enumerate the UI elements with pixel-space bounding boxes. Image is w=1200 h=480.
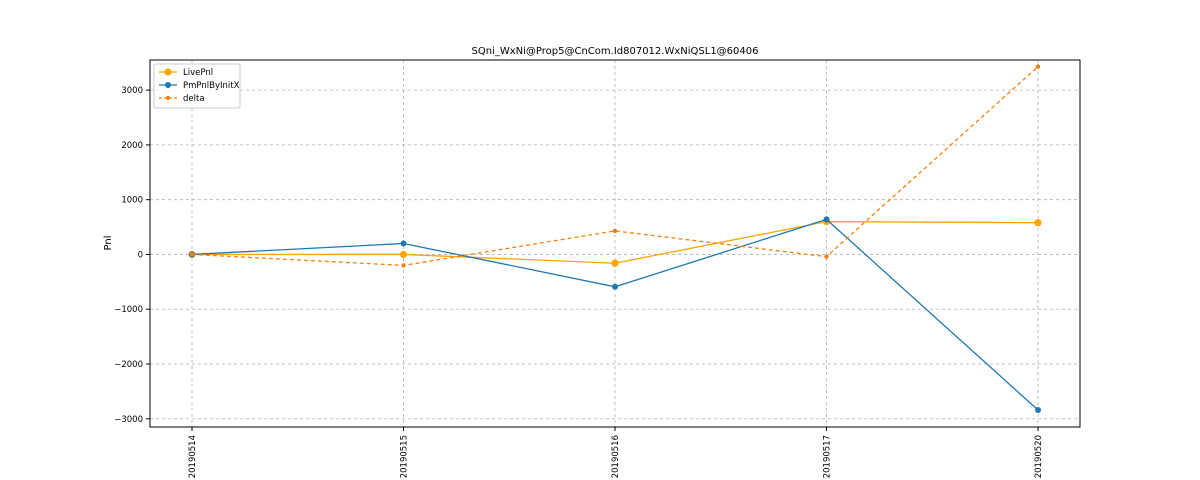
legend-box (153, 63, 241, 109)
axes: −3000 −2000 −1000 0 1000 2000 3000 20190514 2019… (114, 59, 1081, 478)
point-delta (612, 228, 618, 234)
legend-marker-PmPnlByInitX (165, 82, 171, 88)
y-tick-label: −3000 (114, 415, 143, 425)
point-PmPnlByInitX (1035, 407, 1041, 414)
point-LivePnl (611, 259, 619, 267)
point-delta (1035, 64, 1041, 69)
legend-marker-delta (165, 95, 171, 101)
chart-title: SQni_WxNi@Prop5@CnCom.Id807012.WxNiQSL1@… (472, 46, 759, 57)
point-LivePnl (399, 250, 408, 259)
x-tick-label: 20190516 (611, 435, 621, 478)
y-axis-label: Pnl (103, 236, 114, 251)
series-group (188, 64, 1042, 414)
y-tick-label: −2000 (114, 360, 143, 370)
legend-label: delta (183, 94, 205, 104)
x-tick-label: 20190520 (1034, 435, 1044, 478)
series-line-delta (191, 66, 1039, 267)
x-tick-label: 20190517 (823, 435, 833, 478)
grid-lines (150, 60, 1080, 427)
point-PmPnlByInitX (400, 240, 407, 247)
legend: LivePnl PmPnlByInitX delta (153, 63, 241, 109)
legend-label: LivePnl (183, 68, 213, 78)
point-delta (189, 252, 195, 257)
x-tick-label: 20190514 (188, 435, 198, 478)
point-PmPnlByInitX (823, 216, 830, 223)
y-tick-label: −1000 (114, 305, 143, 315)
point-PmPnlByInitX (612, 283, 618, 290)
y-tick-label: 0 (138, 250, 143, 260)
point-delta (401, 263, 406, 268)
y-tick-label: 1000 (121, 196, 143, 206)
point-delta (824, 254, 829, 259)
x-tick-label: 20190515 (400, 435, 410, 478)
legend-marker-LivePnl (164, 68, 172, 76)
y-tick-label: 3000 (121, 86, 143, 96)
y-tick-label: 2000 (121, 141, 143, 151)
legend-label: PmPnlByInitX (183, 81, 240, 91)
point-LivePnl (1034, 219, 1042, 227)
